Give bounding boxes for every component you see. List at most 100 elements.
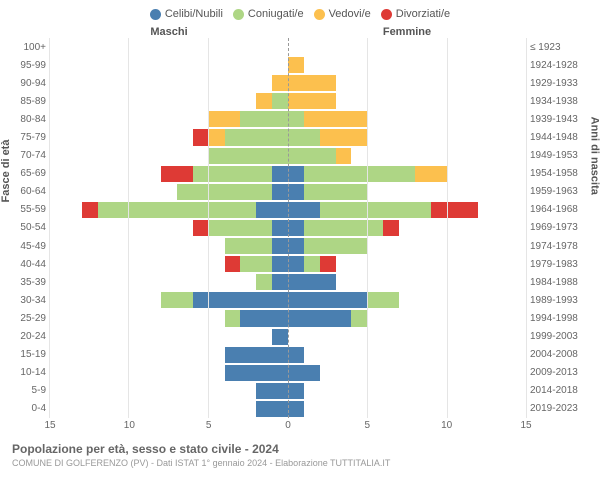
plot (50, 38, 526, 418)
chart-footer: Popolazione per età, sesso e stato civil… (4, 442, 596, 468)
bar-row (288, 147, 526, 165)
birthyear-tick: 2009-2013 (530, 364, 596, 382)
birthyear-tick: 1974-1978 (530, 237, 596, 255)
bar-segment (288, 202, 320, 218)
header-female: Femmine (288, 26, 526, 38)
bar-segment (272, 184, 288, 200)
bar-segment (288, 111, 304, 127)
bar-segment (272, 220, 288, 236)
bar-segment (225, 347, 288, 363)
bar-row (288, 364, 526, 382)
age-tick: 45-49 (4, 237, 46, 255)
age-tick: 55-59 (4, 201, 46, 219)
birthyear-tick: 1939-1943 (530, 110, 596, 128)
bar-row (50, 128, 288, 146)
bar-segment (288, 383, 304, 399)
age-tick: 10-14 (4, 364, 46, 382)
center-divider (288, 38, 289, 418)
bar-segment (225, 365, 288, 381)
bar-row (50, 273, 288, 291)
bar-row (288, 38, 526, 56)
chart-headers: Maschi Femmine (4, 26, 596, 38)
bar-segment (320, 129, 368, 145)
bar-segment (256, 383, 288, 399)
bar-row (288, 56, 526, 74)
bar-row (50, 147, 288, 165)
header-male: Maschi (50, 26, 288, 38)
bar-segment (304, 238, 367, 254)
age-tick: 50-54 (4, 219, 46, 237)
bar-segment (256, 93, 272, 109)
age-tick: 15-19 (4, 346, 46, 364)
age-tick: 40-44 (4, 255, 46, 273)
birthyear-tick: 1944-1948 (530, 128, 596, 146)
bar-segment (288, 274, 336, 290)
bar-segment (209, 220, 272, 236)
bar-segment (288, 166, 304, 182)
bar-row (50, 382, 288, 400)
bar-segment (272, 329, 288, 345)
bar-segment (415, 166, 447, 182)
legend-label: Divorziati/e (396, 8, 450, 20)
bar-segment (177, 184, 272, 200)
birthyear-tick: 2004-2008 (530, 346, 596, 364)
bar-segment (98, 202, 257, 218)
birthyear-tick: 1959-1963 (530, 183, 596, 201)
bar-segment (288, 401, 304, 417)
bar-segment (320, 256, 336, 272)
bar-row (288, 201, 526, 219)
gridline (128, 38, 129, 418)
gridline (526, 38, 527, 418)
legend-item: Divorziati/e (381, 8, 450, 20)
bar-row (50, 255, 288, 273)
bar-segment (225, 129, 288, 145)
bar-row (288, 128, 526, 146)
age-tick: 25-29 (4, 309, 46, 327)
age-tick: 0-4 (4, 400, 46, 418)
bar-row (50, 219, 288, 237)
birthyear-tick: 2014-2018 (530, 382, 596, 400)
bar-segment (288, 75, 336, 91)
x-tick: 5 (365, 420, 371, 431)
bar-segment (288, 256, 304, 272)
bar-segment (225, 238, 273, 254)
bar-row (50, 110, 288, 128)
age-tick: 5-9 (4, 382, 46, 400)
bar-row (50, 74, 288, 92)
bar-segment (161, 292, 193, 308)
age-tick: 90-94 (4, 74, 46, 92)
bar-row (288, 255, 526, 273)
bar-segment (256, 274, 272, 290)
bar-segment (272, 256, 288, 272)
bar-segment (288, 148, 336, 164)
bar-row (288, 382, 526, 400)
birthyear-tick: 1979-1983 (530, 255, 596, 273)
bar-segment (288, 365, 320, 381)
bar-segment (161, 166, 193, 182)
x-axis-ticks: 15105051015 (50, 420, 526, 434)
age-tick: 95-99 (4, 56, 46, 74)
x-tick: 10 (124, 420, 135, 431)
bar-row (50, 346, 288, 364)
bar-segment (304, 220, 383, 236)
bar-segment (288, 93, 336, 109)
bar-segment (431, 202, 479, 218)
x-tick: 15 (520, 420, 531, 431)
bar-row (288, 328, 526, 346)
bar-segment (288, 220, 304, 236)
bar-segment (288, 292, 367, 308)
bar-segment (240, 111, 288, 127)
legend-label: Celibi/Nubili (165, 8, 223, 20)
x-tick: 0 (285, 420, 291, 431)
x-axis: 15105051015 (4, 420, 596, 434)
bar-row (288, 291, 526, 309)
legend-swatch (233, 9, 244, 20)
birth-year-axis: ≤ 19231924-19281929-19331934-19381939-19… (526, 38, 596, 418)
gridline (447, 38, 448, 418)
birthyear-tick: ≤ 1923 (530, 38, 596, 56)
bar-segment (288, 310, 351, 326)
age-tick: 30-34 (4, 291, 46, 309)
bar-segment (225, 256, 241, 272)
footer-subtitle: COMUNE DI GOLFERENZO (PV) - Dati ISTAT 1… (12, 458, 596, 468)
bar-segment (304, 256, 320, 272)
